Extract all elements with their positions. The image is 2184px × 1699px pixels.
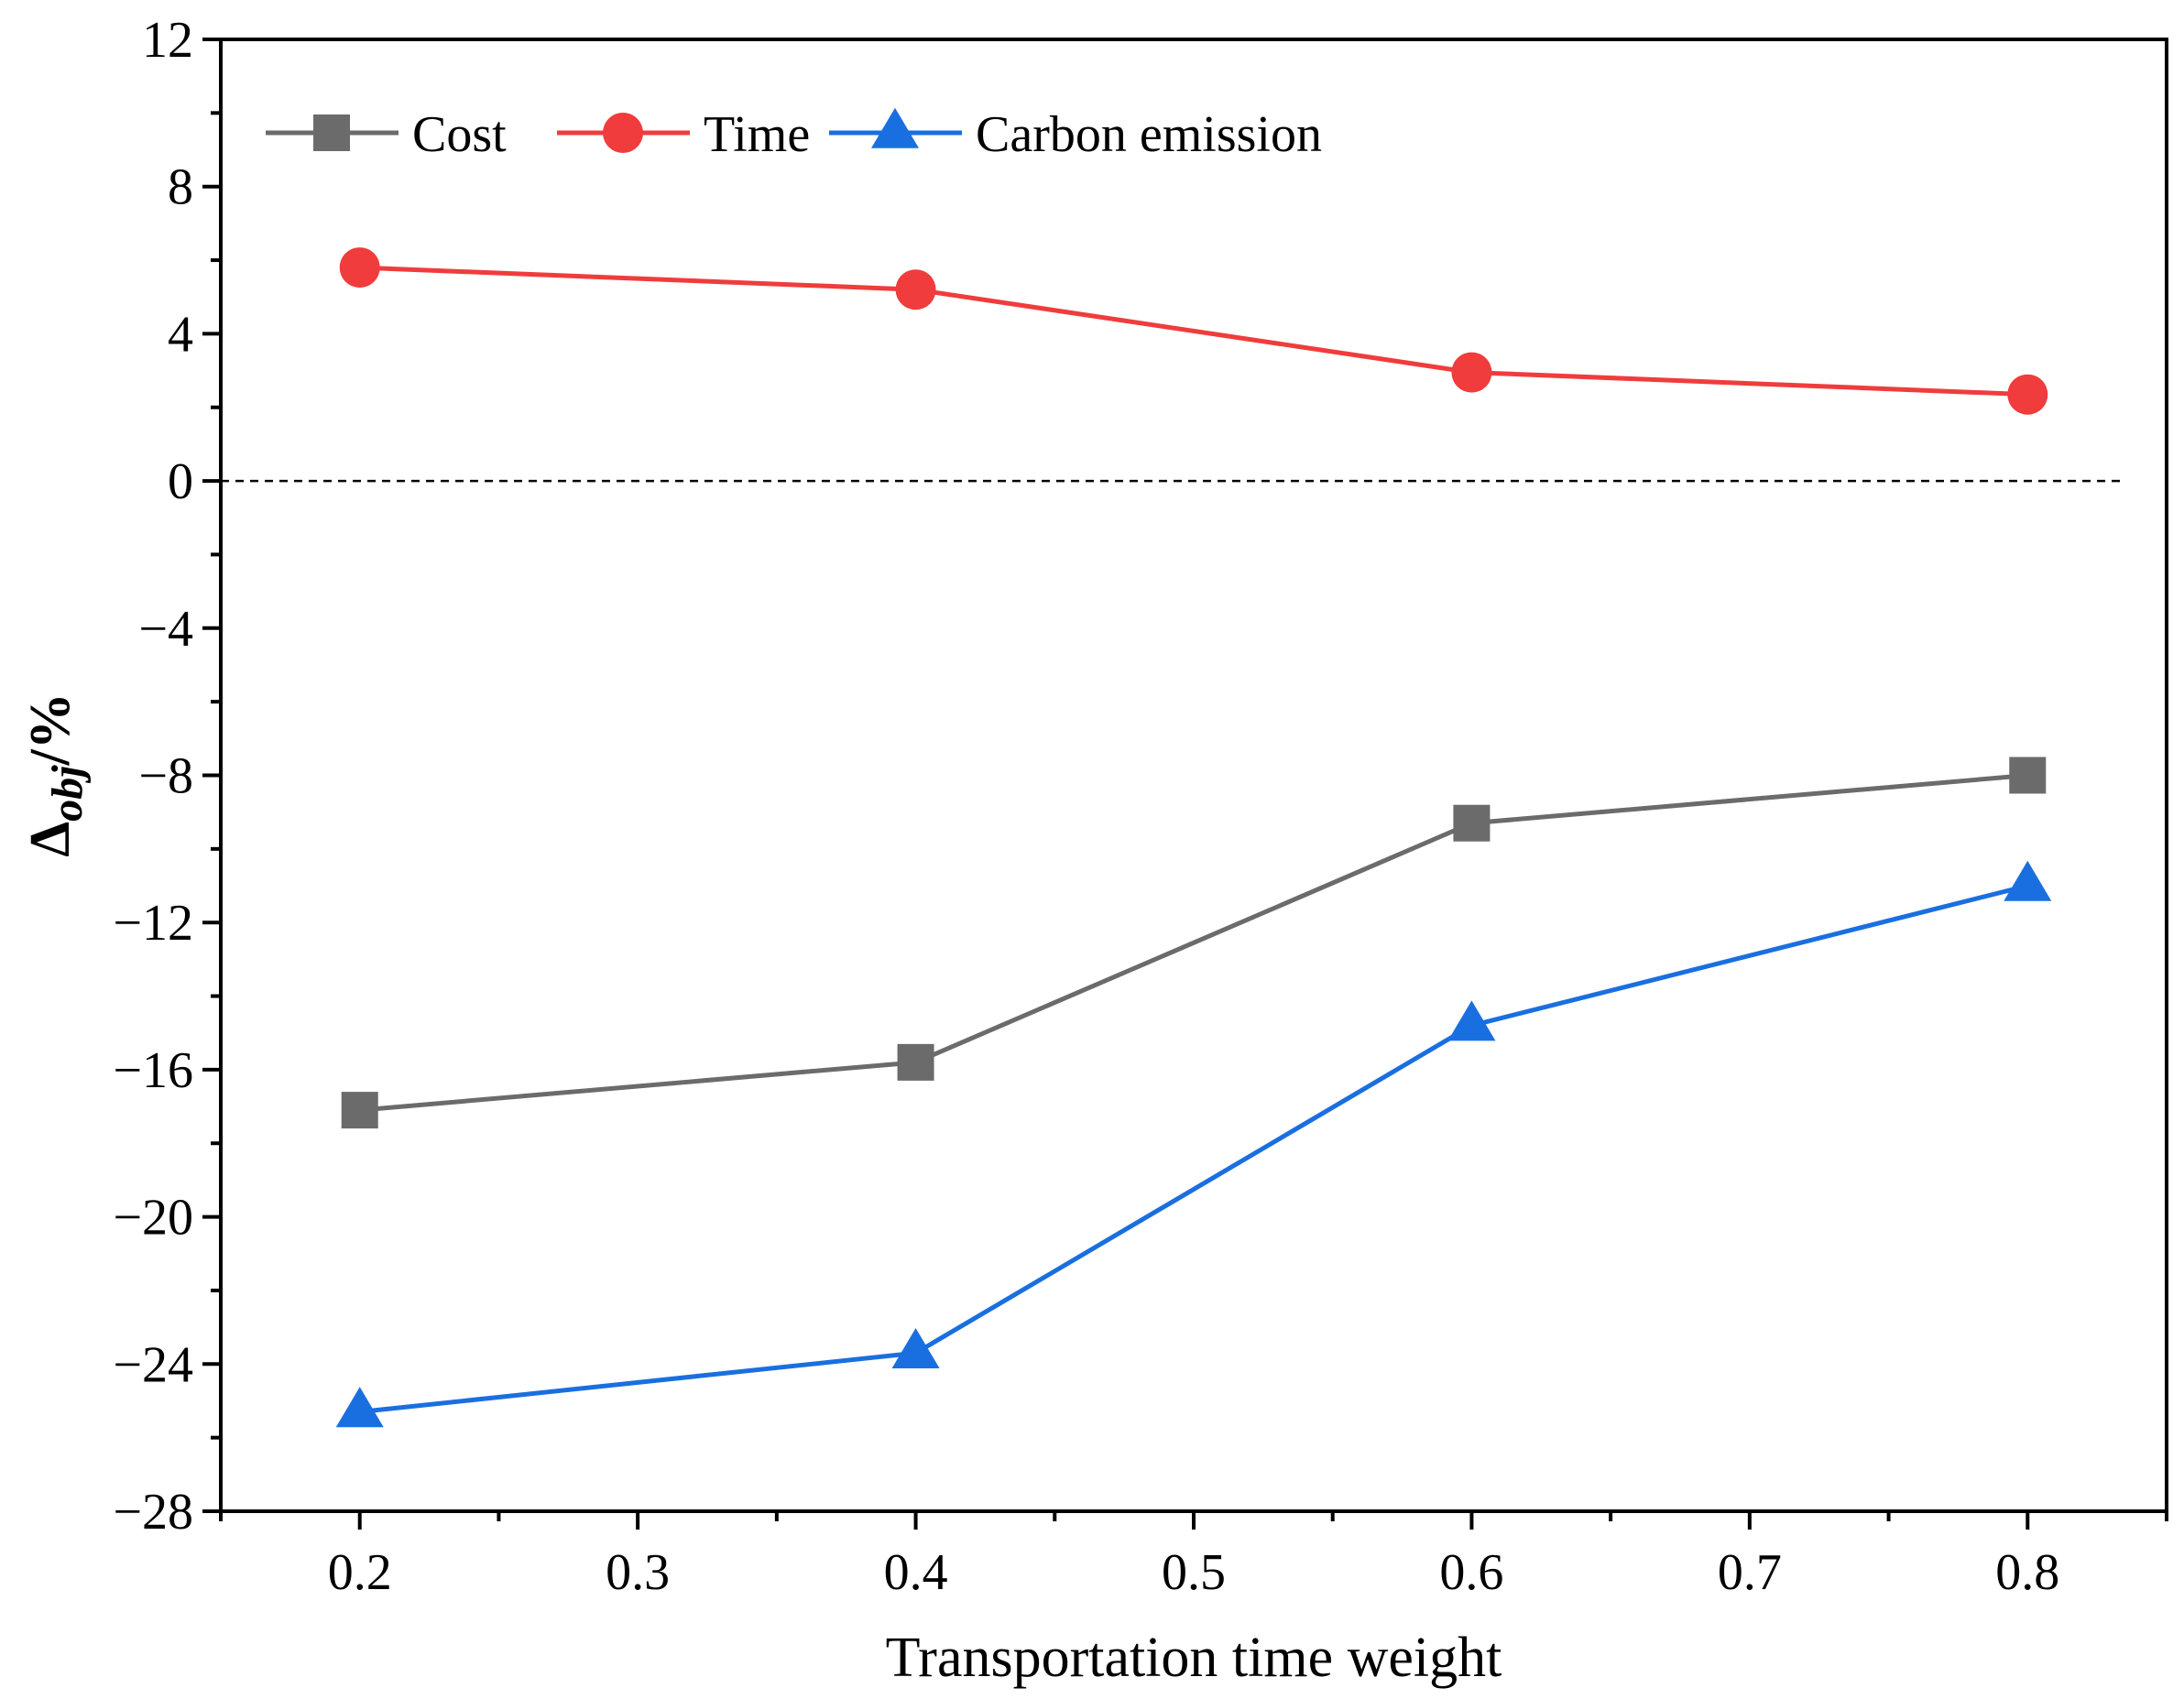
y-title-subscript: obj [43,765,92,822]
legend-label: Cost [412,106,507,163]
series-line [359,265,2028,398]
y-tick-label: 8 [168,159,193,216]
plot-frame [219,38,2168,1513]
x-tick-label: 0.4 [884,1544,948,1601]
series-layer [335,247,2052,1428]
data-point [2007,374,2048,415]
legend: Cost Time Carbon emission [266,106,1322,163]
legend-item: Time [557,106,810,163]
legend-label: Carbon emission [976,106,1322,163]
data-point [897,1043,934,1081]
y-tick-label: −4 [138,601,193,658]
tick-layer: 12 8 4 0 −4 −8 −12 −16 −20 −24 −28 0.2 0.3 0.4 0.5 0.6 0… [113,12,2168,1601]
x-tick-label: 0.8 [1995,1544,2059,1601]
legend-item: Carbon emission [829,106,1322,163]
y-tick-label: −24 [113,1336,193,1393]
y-tick-label: −28 [113,1484,193,1541]
series-cost [341,757,2047,1129]
data-point [335,1387,384,1428]
y-tick-label: 4 [168,306,193,363]
x-axis-title: Transportation time weight [886,1627,1502,1689]
y-tick-label: 0 [168,453,193,510]
y-title-prefix: Δ [19,822,82,857]
y-tick-label: 12 [142,12,193,69]
x-tick-label: 0.7 [1718,1544,1782,1601]
data-point [1453,804,1491,842]
y-tick-label: −20 [113,1190,193,1247]
y-tick-label: −16 [113,1042,193,1099]
data-point [895,269,936,310]
legend-marker [871,107,919,148]
y-axis-title: Δobj/% [19,692,92,856]
data-point [341,1092,378,1129]
data-point [1447,1000,1496,1041]
y-title-suffix: /% [19,692,82,766]
data-point [339,247,380,289]
data-point [891,1327,940,1368]
legend-item: Cost [266,106,507,163]
y-tick-label: −12 [113,895,193,952]
legend-marker [603,113,643,153]
data-point [2009,757,2047,794]
series-time [339,247,2048,415]
x-tick-label: 0.5 [1162,1544,1226,1601]
series-line [359,883,2028,1415]
y-tick-label: −8 [138,748,193,805]
data-point [2004,860,2052,901]
series-line [359,773,2028,1113]
legend-label: Time [704,106,810,163]
x-tick-label: 0.3 [606,1544,670,1601]
x-tick-label: 0.6 [1439,1544,1503,1601]
x-tick-label: 0.2 [328,1544,392,1601]
series-carbon-emission [335,860,2052,1428]
y-axis-title-text: Δobj/% [19,692,92,856]
data-point [1451,352,1492,393]
legend-marker [313,114,350,151]
